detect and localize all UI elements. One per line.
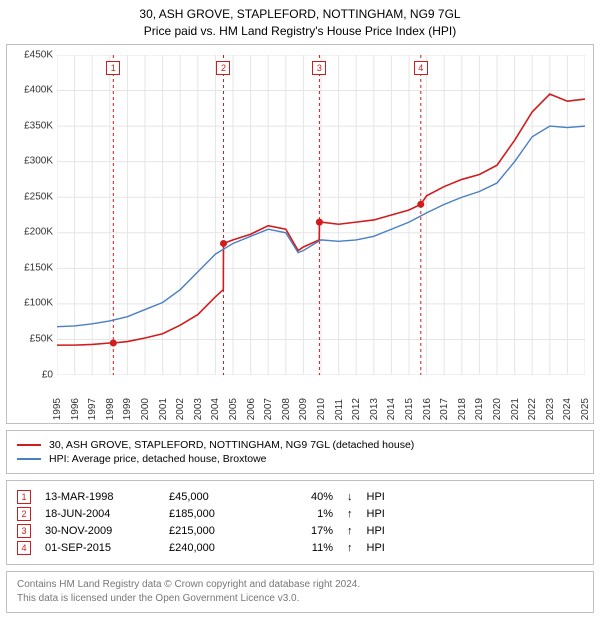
x-tick-label: 2019 <box>474 398 485 420</box>
y-tick-label: £450K <box>24 49 53 60</box>
transaction-marker: 4 <box>17 541 31 555</box>
legend-item: HPI: Average price, detached house, Brox… <box>17 453 583 465</box>
chart-marker-3: 3 <box>312 61 326 75</box>
transaction-marker: 2 <box>17 507 31 521</box>
transaction-row: 1 13-MAR-1998 £45,000 40% ↓ HPI <box>17 490 583 504</box>
x-tick-label: 1995 <box>52 398 63 420</box>
transaction-date: 18-JUN-2004 <box>45 508 155 520</box>
legend-label: 30, ASH GROVE, STAPLEFORD, NOTTINGHAM, N… <box>49 439 414 451</box>
x-tick-label: 1998 <box>105 398 116 420</box>
plot-area <box>57 55 583 373</box>
transaction-date: 01-SEP-2015 <box>45 542 155 554</box>
x-tick-label: 2008 <box>281 398 292 420</box>
transaction-row: 4 01-SEP-2015 £240,000 11% ↑ HPI <box>17 541 583 555</box>
legend-swatch <box>17 458 41 460</box>
transactions-table: 1 13-MAR-1998 £45,000 40% ↓ HPI 2 18-JUN-2004 £1… <box>6 480 594 565</box>
x-tick-label: 2006 <box>246 398 257 420</box>
transaction-hpi-suffix: HPI <box>367 542 385 554</box>
x-tick-label: 1996 <box>70 398 81 420</box>
x-tick-label: 2014 <box>386 398 397 420</box>
x-tick-label: 2005 <box>228 398 239 420</box>
y-tick-label: £350K <box>24 120 53 131</box>
transaction-arrow-icon: ↑ <box>347 542 353 554</box>
x-tick-label: 2002 <box>175 398 186 420</box>
x-tick-label: 2025 <box>580 398 591 420</box>
transaction-price: £240,000 <box>169 542 259 554</box>
transaction-row: 2 18-JUN-2004 £185,000 1% ↑ HPI <box>17 507 583 521</box>
transaction-date: 30-NOV-2009 <box>45 525 155 537</box>
y-tick-label: £400K <box>24 85 53 96</box>
chart-title-line1: 30, ASH GROVE, STAPLEFORD, NOTTINGHAM, N… <box>6 6 594 23</box>
chart-title-line2: Price paid vs. HM Land Registry's House … <box>6 23 594 40</box>
legend: 30, ASH GROVE, STAPLEFORD, NOTTINGHAM, N… <box>6 430 594 474</box>
transaction-pct: 11% <box>273 542 333 554</box>
x-tick-label: 2015 <box>404 398 415 420</box>
y-tick-label: £150K <box>24 262 53 273</box>
x-tick-label: 2007 <box>263 398 274 420</box>
x-tick-label: 2009 <box>298 398 309 420</box>
y-tick-label: £100K <box>24 298 53 309</box>
legend-label: HPI: Average price, detached house, Brox… <box>49 453 267 465</box>
chart-container: £0 £50K £100K £150K £200K £250K £300K £350K £400… <box>6 44 594 424</box>
transaction-hpi-suffix: HPI <box>367 508 385 520</box>
x-tick-label: 2011 <box>334 399 345 421</box>
transaction-hpi-suffix: HPI <box>367 525 385 537</box>
x-tick-label: 2017 <box>439 398 450 420</box>
x-tick-label: 2016 <box>422 398 433 420</box>
y-tick-label: £300K <box>24 156 53 167</box>
transaction-pct: 17% <box>273 525 333 537</box>
transaction-marker: 1 <box>17 490 31 504</box>
x-tick-label: 2013 <box>369 398 380 420</box>
x-tick-label: 2001 <box>158 398 169 420</box>
transaction-pct: 40% <box>273 491 333 503</box>
chart-marker-2: 2 <box>216 61 230 75</box>
transaction-pct: 1% <box>273 508 333 520</box>
x-tick-label: 2004 <box>210 398 221 420</box>
transaction-date: 13-MAR-1998 <box>45 491 155 503</box>
legend-item: 30, ASH GROVE, STAPLEFORD, NOTTINGHAM, N… <box>17 439 583 451</box>
x-tick-label: 2021 <box>510 398 521 420</box>
transaction-marker: 3 <box>17 524 31 538</box>
x-tick-label: 2020 <box>492 398 503 420</box>
footer-line2: This data is licensed under the Open Gov… <box>17 592 583 606</box>
transaction-arrow-icon: ↑ <box>347 508 353 520</box>
x-tick-label: 1999 <box>122 398 133 420</box>
footer-line1: Contains HM Land Registry data © Crown c… <box>17 578 583 592</box>
y-tick-label: £200K <box>24 227 53 238</box>
x-tick-label: 2022 <box>527 398 538 420</box>
chart-svg <box>57 55 585 375</box>
y-tick-label: £250K <box>24 191 53 202</box>
chart-marker-1: 1 <box>106 61 120 75</box>
legend-swatch <box>17 444 41 446</box>
x-tick-label: 2000 <box>140 398 151 420</box>
x-tick-label: 2012 <box>351 398 362 420</box>
transaction-price: £215,000 <box>169 525 259 537</box>
transaction-price: £45,000 <box>169 491 259 503</box>
chart-title-block: 30, ASH GROVE, STAPLEFORD, NOTTINGHAM, N… <box>6 6 594 40</box>
transaction-row: 3 30-NOV-2009 £215,000 17% ↑ HPI <box>17 524 583 538</box>
x-tick-label: 2024 <box>562 398 573 420</box>
x-tick-label: 2018 <box>457 398 468 420</box>
transaction-price: £185,000 <box>169 508 259 520</box>
x-tick-label: 1997 <box>87 398 98 420</box>
y-tick-label: £0 <box>42 369 53 380</box>
transaction-arrow-icon: ↑ <box>347 525 353 537</box>
y-tick-label: £50K <box>30 334 53 345</box>
transaction-hpi-suffix: HPI <box>367 491 385 503</box>
x-tick-label: 2023 <box>545 398 556 420</box>
x-tick-label: 2010 <box>316 398 327 420</box>
footer-attribution: Contains HM Land Registry data © Crown c… <box>6 571 594 613</box>
x-tick-label: 2003 <box>193 398 204 420</box>
chart-marker-4: 4 <box>414 61 428 75</box>
transaction-arrow-icon: ↓ <box>347 491 353 503</box>
